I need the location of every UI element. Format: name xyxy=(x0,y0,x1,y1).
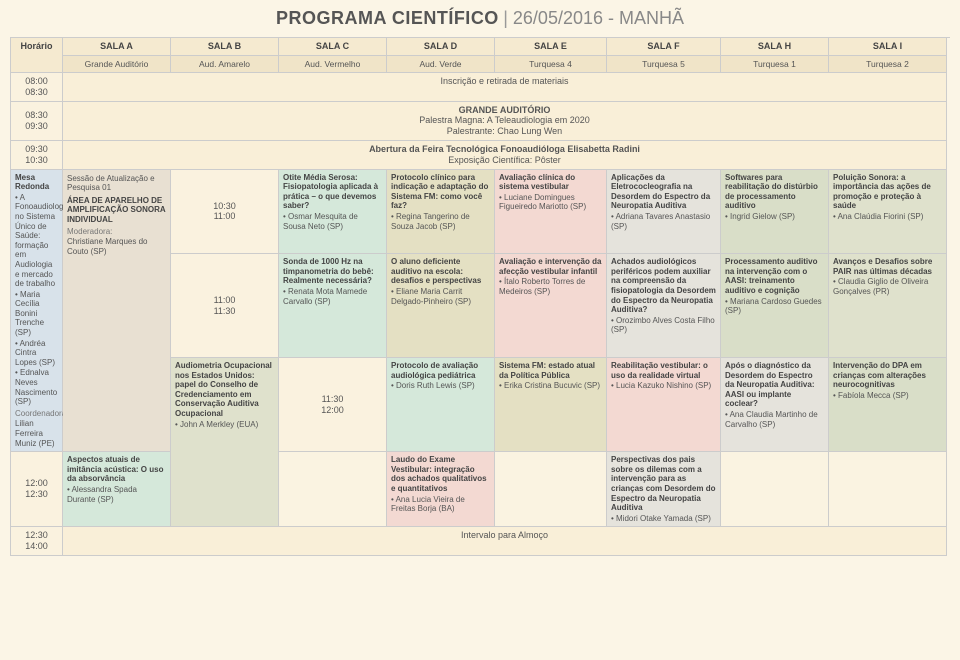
col-c-header: SALA C xyxy=(279,38,387,56)
cell-c-1030: Avaliação clínica do sistema vestibular … xyxy=(495,170,607,255)
cell-b-1200 xyxy=(279,452,387,527)
page-title-row: PROGRAMA CIENTÍFICO | 26/05/2016 - MANHÃ xyxy=(10,8,950,29)
col-h-sub: Turquesa 1 xyxy=(721,56,829,73)
cell-a-1200: Aspectos atuais de imitância acústica: O… xyxy=(63,452,171,527)
col-c-sub: Aud. Vermelho xyxy=(279,56,387,73)
cell-f-1130: Intervenção do DPA em crianças com alter… xyxy=(829,358,947,452)
time-1230: 12:30 14:00 xyxy=(11,527,63,556)
row-keynote: GRANDE AUDITÓRIO Palestra Magna: A Telea… xyxy=(63,102,947,141)
cell-a-1030: Otite Média Serosa: Fisiopatologia aplic… xyxy=(279,170,387,255)
schedule-grid: Horário SALA A SALA B SALA C SALA D SALA… xyxy=(10,37,950,556)
col-e-sub: Turquesa 4 xyxy=(495,56,607,73)
col-time-header: Horário xyxy=(11,38,63,73)
col-i-sub: Turquesa 2 xyxy=(829,56,947,73)
cell-i-1030: Poluição Sonora: a importância das ações… xyxy=(829,170,947,255)
cell-b-1030: Protocolo clínico para indicação e adapt… xyxy=(387,170,495,255)
col-i-header: SALA I xyxy=(829,38,947,56)
cell-c-1200: Laudo do Exame Vestibular: integração do… xyxy=(387,452,495,527)
cell-c-1100: Avaliação e intervenção da afecção vesti… xyxy=(495,254,607,358)
col-a-sub: Grande Auditório xyxy=(63,56,171,73)
cell-b-1100: O aluno deficiente auditivo na escola: d… xyxy=(387,254,495,358)
cell-a-1130: Protocolo de avaliação audiológica pediá… xyxy=(387,358,495,452)
col-b-sub: Aud. Amarelo xyxy=(171,56,279,73)
cell-b-1130: Sistema FM: estado atual da Política Púb… xyxy=(495,358,607,452)
col-d-sub: Aud. Verde xyxy=(387,56,495,73)
cell-e-1130: Após o diagnóstico da Desordem do Espect… xyxy=(721,358,829,452)
col-e-header: SALA E xyxy=(495,38,607,56)
col-b-header: SALA B xyxy=(171,38,279,56)
row-registration: Inscrição e retirada de materiais xyxy=(63,73,947,102)
time-0930: 09:30 10:30 xyxy=(11,141,63,170)
cell-f-1200 xyxy=(721,452,829,527)
cell-e-1100: Achados audiológicos periféricos podem a… xyxy=(607,254,721,358)
col-f-sub: Turquesa 5 xyxy=(607,56,721,73)
cell-f-1030: Softwares para reabilitação do distúrbio… xyxy=(721,170,829,255)
page-date: 26/05/2016 - MANHÃ xyxy=(513,8,684,28)
cell-d-1200 xyxy=(495,452,607,527)
cell-f-1100: Processamento auditivo na intervenção co… xyxy=(721,254,829,358)
cell-e-1200: Perspectivas dos pais sobre os dilemas c… xyxy=(607,452,721,527)
col-d-header: SALA D xyxy=(387,38,495,56)
cell-e-1030: Aplicações da Eletrococleografia na Deso… xyxy=(607,170,721,255)
time-1030: 10:30 11:00 xyxy=(171,170,279,255)
cell-i-1130: Audiometria Ocupacional nos Estados Unid… xyxy=(171,358,279,527)
time-1100: 11:00 11:30 xyxy=(171,254,279,358)
cell-a-1100: Sonda de 1000 Hz na timpanometria do beb… xyxy=(279,254,387,358)
cell-i-1100: Avanços e Desafios sobre PAIR nas última… xyxy=(829,254,947,358)
cell-h-1200 xyxy=(829,452,947,527)
row-opening: Abertura da Feira Tecnológica Fonoaudiól… xyxy=(63,141,947,170)
time-0800: 08:00 08:30 xyxy=(11,73,63,102)
col-a-header: SALA A xyxy=(63,38,171,56)
cell-h-session: Sessão de Atualização e Pesquisa 01 ÁREA… xyxy=(63,170,171,453)
page-title: PROGRAMA CIENTÍFICO xyxy=(276,8,499,28)
cell-d-mesa: Mesa Redonda A Fonoaudiologia no Sistema… xyxy=(11,170,63,453)
col-h-header: SALA H xyxy=(721,38,829,56)
time-1200: 12:00 12:30 xyxy=(11,452,63,527)
title-separator: | xyxy=(503,8,508,28)
cell-c-1130: Reabilitação vestibular: o uso da realid… xyxy=(607,358,721,452)
row-lunch: Intervalo para Almoço xyxy=(63,527,947,556)
time-1130: 11:30 12:00 xyxy=(279,358,387,452)
time-0830: 08:30 09:30 xyxy=(11,102,63,141)
col-f-header: SALA F xyxy=(607,38,721,56)
